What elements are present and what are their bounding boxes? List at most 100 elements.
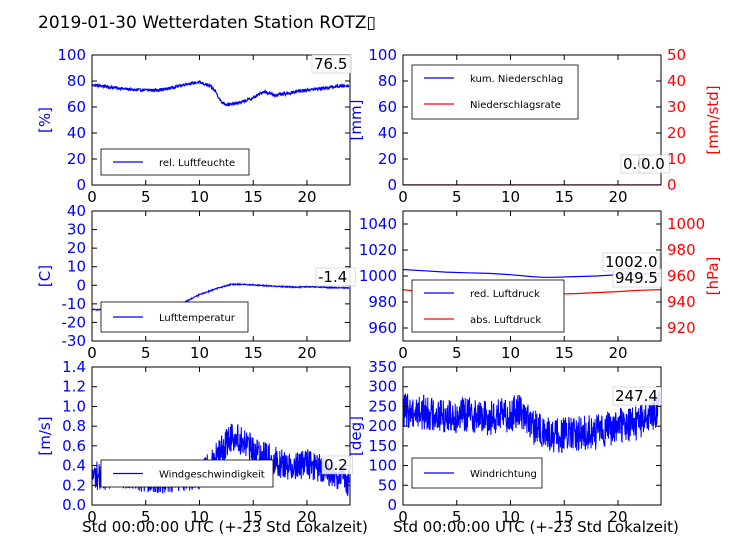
y-tick-label: 80 (378, 72, 397, 90)
x-tick-label: 0 (398, 344, 408, 362)
y-right-tick-label: 0 (667, 176, 677, 194)
y-right-tick-label: 980 (667, 241, 696, 259)
y-tick-label: 0.6 (62, 437, 86, 455)
y-tick-label: 60 (378, 98, 397, 116)
x-tick-label: 5 (452, 508, 462, 526)
y-tick-label: 0 (76, 276, 86, 294)
y-right-tick-label: 10 (667, 150, 686, 168)
y-tick-label: 50 (378, 476, 397, 494)
y-tick-label: 40 (67, 202, 86, 220)
x-tick-label: 5 (452, 188, 462, 206)
y-tick-label: 1000 (359, 267, 397, 285)
x-tick-label: 10 (501, 508, 520, 526)
panel-bottom-left: 0 5 10 15 200.00.20.40.60.81.01.21.4[m/s]Std… (36, 358, 368, 536)
y-tick-label: 80 (67, 72, 86, 90)
series-line-windrichtung (403, 390, 661, 453)
legend-entry: Lufttemperatur (159, 313, 236, 324)
figure-title: 2019-01-30 Wetterdaten Station ROTZ▯ (38, 13, 376, 33)
x-tick-label: 0 (398, 188, 408, 206)
y-tick-label: 100 (368, 46, 397, 64)
y-tick-label: 20 (378, 150, 397, 168)
y-right-tick-label: 20 (667, 124, 686, 142)
axes-frame (91, 366, 351, 506)
x-tick-label: 20 (608, 188, 627, 206)
legend: Windgeschwindigkeit (100, 459, 274, 488)
x-tick-label: 20 (297, 188, 316, 206)
x-tick-label: 0 (398, 508, 408, 526)
y-axis-label: [%] (36, 107, 54, 133)
y-tick-label: 1.4 (62, 358, 86, 376)
axes-frame (402, 366, 662, 506)
value-label-box (638, 154, 670, 174)
legend-entry: Windgeschwindigkeit (159, 470, 265, 481)
legend-entry: red. Luftdruck (470, 289, 540, 300)
y-tick-label: -10 (62, 295, 87, 313)
legend: red. Luftdruck abs. Luftdruck (411, 279, 565, 333)
y-tick-label: 100 (57, 46, 86, 64)
x-tick-label: 20 (608, 508, 627, 526)
x-tick-label: 10 (190, 508, 209, 526)
y-tick-label: 1.2 (62, 378, 86, 396)
y-tick-label: 60 (67, 98, 86, 116)
value-label-box (311, 54, 352, 74)
legend-entry: Windrichtung (470, 469, 537, 480)
y-tick-label: 20 (67, 150, 86, 168)
last-value-label: 1002.0 (605, 253, 658, 271)
value-label-box (612, 268, 662, 288)
y-tick-label: 0.2 (62, 476, 86, 494)
legend: Lufttemperatur (100, 301, 249, 333)
y-tick-label: 10 (67, 258, 86, 276)
y-tick-label: 980 (368, 293, 397, 311)
x-tick-label: 0 (87, 188, 97, 206)
y-tick-label: 0 (387, 496, 397, 514)
y-tick-label: 30 (67, 221, 86, 239)
legend-entry: Niederschlagsrate (470, 100, 561, 111)
series-line-rel-luftfeuchte (92, 80, 350, 107)
y-tick-label: 0 (76, 176, 86, 194)
last-value-label: 949.5 (615, 269, 658, 287)
y-tick-label: 0.0 (62, 496, 86, 514)
y-tick-label: 200 (368, 417, 397, 435)
panel-top-left: 0 5 10 15 20 0 20 40 60 80 100 [%] rel. Luftfeuchte 7… (36, 46, 352, 206)
x-axis-label: Std 00:00:00 UTC (+-23 Std Lokalzeit) (393, 518, 679, 536)
last-value-label: 0.0 (641, 155, 665, 173)
x-axis-label: Std 00:00:00 UTC (+-23 Std Lokalzeit) (82, 518, 368, 536)
y-right-axis-label: [hPa] (704, 257, 722, 296)
last-value-label: 76.5 (314, 55, 347, 73)
x-tick-label: 15 (244, 508, 263, 526)
value-label-box (315, 267, 356, 287)
x-tick-label: 10 (501, 344, 520, 362)
y-tick-label: 0 (387, 176, 397, 194)
x-tick-label: 15 (555, 188, 574, 206)
x-tick-label: 0 (87, 344, 97, 362)
y-axis-label: [deg] (347, 416, 365, 456)
y-tick-label: 1.0 (62, 397, 86, 415)
panel-middle-right: 0 5 10 15 20 960 980 1000 1020 1040 920 940 960 980 10… (359, 210, 722, 362)
y-tick-label: 1040 (359, 215, 397, 233)
x-tick-label: 20 (297, 508, 316, 526)
panel-top-right: 0 5 10 15 20 0 20 40 60 80 100 0 10 20 30 40 50 [mm] [mm/s… (347, 46, 722, 206)
y-tick-label: 0.8 (62, 417, 86, 435)
y-tick-label: 0.4 (62, 457, 86, 475)
y-axis-label: [m/s] (36, 416, 54, 455)
x-tick-label: 20 (608, 344, 627, 362)
x-tick-label: 5 (141, 344, 151, 362)
value-label-box (321, 455, 353, 475)
y-tick-label: 1020 (359, 241, 397, 259)
value-label-box (612, 386, 662, 406)
y-tick-label: 100 (368, 457, 397, 475)
y-axis-label: [mm] (347, 100, 365, 141)
y-tick-label: 960 (368, 319, 397, 337)
y-tick-label: 20 (67, 239, 86, 257)
y-tick-label: 150 (368, 437, 397, 455)
x-tick-label: 5 (141, 188, 151, 206)
y-right-tick-label: 40 (667, 72, 686, 90)
legend-entry: kum. Niederschlag (470, 74, 563, 85)
y-tick-label: -30 (62, 332, 87, 350)
y-tick-label: 350 (368, 358, 397, 376)
y-tick-label: 40 (67, 124, 86, 142)
x-tick-label: 0 (87, 508, 97, 526)
x-tick-label: 15 (244, 188, 263, 206)
